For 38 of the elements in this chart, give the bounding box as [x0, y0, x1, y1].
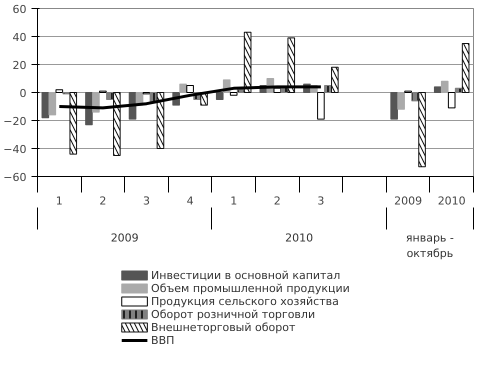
x-tick-label: 3 [317, 194, 324, 208]
x-tick-label: 2009 [394, 194, 422, 208]
x-tick-label: 2 [274, 194, 281, 208]
x-tick-label: 4 [186, 194, 194, 208]
text: 2009 [110, 232, 139, 244]
legend-label: Инвестиции в основной капитал [151, 269, 340, 282]
bar [390, 92, 398, 120]
bar [230, 92, 238, 96]
bar [440, 80, 449, 93]
x-tick-label: 2 [99, 194, 106, 208]
bar [434, 86, 442, 93]
text: 2010 [285, 232, 314, 244]
x-tick-label: 2010 [438, 194, 466, 208]
y-tick-label: 60 [12, 3, 27, 16]
y-tick-label: 0 [20, 87, 26, 100]
bar [216, 92, 224, 100]
bar [42, 92, 50, 118]
y-tick-label: 20 [12, 59, 27, 72]
bar [55, 89, 64, 93]
y-tick-label: 40 [12, 31, 27, 44]
legend-label: Объем промышленной продукции [151, 282, 350, 295]
y-tick-label: −60 [3, 171, 27, 184]
x-tick-label: 1 [230, 194, 238, 208]
x-tick-label: 3 [143, 194, 150, 208]
text: январь - октябрь [406, 232, 454, 260]
legend-label: Оборот розничной торговли [151, 308, 316, 321]
line-series [58, 85, 322, 110]
y-tick-label: −40 [3, 143, 27, 156]
legend-label: Внешнеторговый оборот [151, 321, 296, 334]
bar [179, 84, 187, 93]
bar [48, 92, 56, 116]
legend-label: ВВП [151, 334, 174, 347]
y-tick-label: −20 [3, 115, 27, 128]
x-tick-label: 1 [56, 194, 63, 208]
legend-label: Продукция сельского хозяйства [151, 295, 339, 308]
bar [397, 92, 405, 110]
bar [448, 92, 456, 108]
bar [317, 92, 325, 120]
